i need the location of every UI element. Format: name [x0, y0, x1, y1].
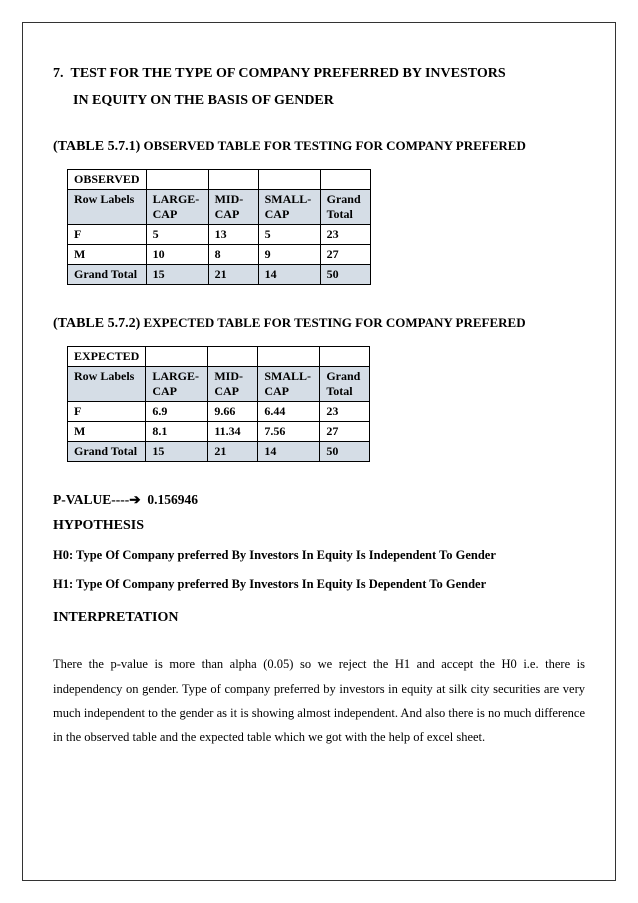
grand-total-row: Grand Total 15 21 14 50	[68, 442, 370, 462]
col-header: SMALL-CAP	[258, 190, 320, 225]
section-title: 7. TEST FOR THE TYPE OF COMPANY PREFERRE…	[53, 61, 585, 114]
table-cell: 13	[208, 225, 258, 245]
row-label: M	[68, 245, 147, 265]
col-header: SMALL-CAP	[258, 367, 320, 402]
row-label: Grand Total	[68, 442, 146, 462]
section-title-line2: IN EQUITY ON THE BASIS OF GENDER	[53, 93, 334, 108]
table2-caption-text: EXPECTED TABLE FOR TESTING FOR COMPANY P…	[144, 315, 526, 330]
table-cell: 9.66	[208, 402, 258, 422]
table-cell: 50	[320, 265, 370, 285]
table-cell: 21	[208, 442, 258, 462]
interpretation-body: There the p-value is more than alpha (0.…	[53, 652, 585, 750]
table-cell: 8.1	[146, 422, 208, 442]
row-label: M	[68, 422, 146, 442]
table-cell: 5	[258, 225, 320, 245]
col-header: MID-CAP	[208, 190, 258, 225]
table-cell: 10	[146, 245, 208, 265]
col-header: MID-CAP	[208, 367, 258, 402]
table-cell: 14	[258, 442, 320, 462]
page-frame: 7. TEST FOR THE TYPE OF COMPANY PREFERRE…	[22, 22, 616, 881]
hypothesis-title: HYPOTHESIS	[53, 518, 585, 534]
table-cell: 5	[146, 225, 208, 245]
section-number: 7.	[53, 66, 64, 81]
col-header: Grand Total	[320, 367, 370, 402]
table-row: F 6.9 9.66 6.44 23	[68, 402, 370, 422]
table-row: M 8.1 11.34 7.56 27	[68, 422, 370, 442]
table-row: F 5 13 5 23	[68, 225, 371, 245]
row-labels-header: Row Labels	[68, 190, 147, 225]
table1-caption-label: (TABLE 5.7.1)	[53, 139, 140, 154]
hypothesis-h1: H1: Type Of Company preferred By Investo…	[53, 577, 585, 592]
table-corner: OBSERVED	[68, 170, 147, 190]
row-label: F	[68, 402, 146, 422]
interpretation-title: INTERPRETATION	[53, 610, 585, 626]
col-header: LARGE-CAP	[146, 190, 208, 225]
table2-caption-label: (TABLE 5.7.2)	[53, 316, 140, 331]
observed-table: OBSERVED Row Labels LARGE-CAP MID-CAP SM…	[67, 169, 371, 285]
table-cell: 8	[208, 245, 258, 265]
table-cell: 15	[146, 442, 208, 462]
expected-table: EXPECTED Row Labels LARGE-CAP MID-CAP SM…	[67, 346, 370, 462]
table-header-row: Row Labels LARGE-CAP MID-CAP SMALL-CAP G…	[68, 367, 370, 402]
table-cell: 11.34	[208, 422, 258, 442]
section-title-line1: TEST FOR THE TYPE OF COMPANY PREFERRED B…	[71, 66, 506, 81]
row-label: F	[68, 225, 147, 245]
table-row: OBSERVED	[68, 170, 371, 190]
pvalue-value: 0.156946	[147, 492, 198, 507]
table-row: EXPECTED	[68, 347, 370, 367]
table-cell: 23	[320, 402, 370, 422]
pvalue-prefix: P-VALUE----	[53, 492, 129, 507]
table-header-row: Row Labels LARGE-CAP MID-CAP SMALL-CAP G…	[68, 190, 371, 225]
table1-caption: (TABLE 5.7.1) OBSERVED TABLE FOR TESTING…	[53, 138, 585, 155]
table-corner: EXPECTED	[68, 347, 146, 367]
table-cell: 9	[258, 245, 320, 265]
table-cell: 50	[320, 442, 370, 462]
table-cell: 6.44	[258, 402, 320, 422]
p-value-line: P-VALUE----➔ 0.156946	[53, 492, 585, 508]
table2-caption: (TABLE 5.7.2) EXPECTED TABLE FOR TESTING…	[53, 315, 585, 332]
row-labels-header: Row Labels	[68, 367, 146, 402]
table-cell: 27	[320, 245, 370, 265]
row-label: Grand Total	[68, 265, 147, 285]
table-cell: 14	[258, 265, 320, 285]
table-cell: 23	[320, 225, 370, 245]
table-cell: 21	[208, 265, 258, 285]
table-cell: 27	[320, 422, 370, 442]
table-row: M 10 8 9 27	[68, 245, 371, 265]
table-cell: 7.56	[258, 422, 320, 442]
table-cell: 6.9	[146, 402, 208, 422]
hypothesis-h0: H0: Type Of Company preferred By Investo…	[53, 548, 585, 563]
arrow-icon: ➔	[129, 492, 140, 507]
table-cell: 15	[146, 265, 208, 285]
col-header: LARGE-CAP	[146, 367, 208, 402]
table1-caption-text: OBSERVED TABLE FOR TESTING FOR COMPANY P…	[144, 138, 526, 153]
grand-total-row: Grand Total 15 21 14 50	[68, 265, 371, 285]
col-header: Grand Total	[320, 190, 370, 225]
